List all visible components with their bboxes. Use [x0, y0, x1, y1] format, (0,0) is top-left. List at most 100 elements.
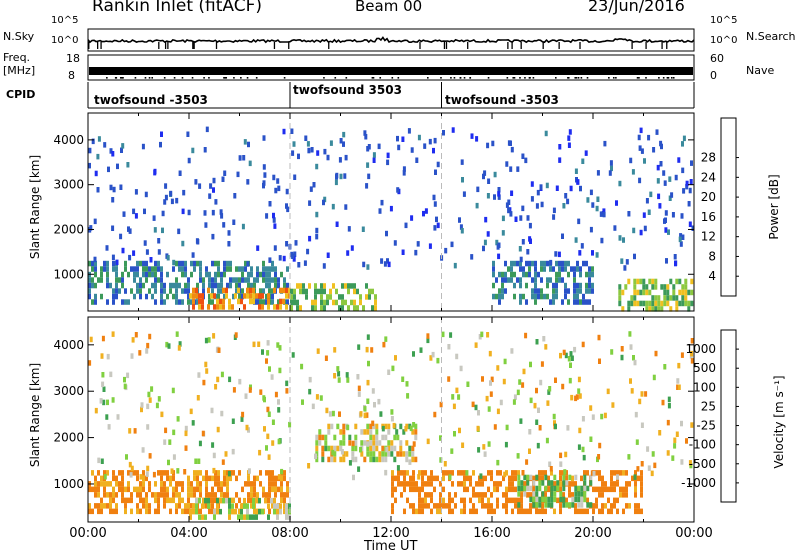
power-cell [213, 293, 216, 299]
power-scatter-cell [211, 209, 215, 216]
velocity-cell [327, 445, 331, 452]
velocity-cell [406, 497, 409, 504]
power-cell [495, 293, 498, 300]
power-scatter-cell [243, 139, 247, 145]
velocity-cell [580, 475, 583, 482]
velocity-scatter-cell [663, 364, 667, 370]
velocity-cell [538, 508, 541, 515]
power-scatter-cell [308, 235, 312, 242]
power-scatter-cell [432, 147, 435, 154]
velocity-cell [354, 423, 358, 430]
velocity-scatter-cell [412, 441, 416, 447]
power-cell [136, 288, 139, 294]
velocity-scatter-cell [503, 471, 507, 478]
nave-point [323, 77, 325, 79]
power-cell [160, 282, 163, 289]
power-cell [543, 293, 546, 300]
velocity-cell [520, 503, 523, 509]
velocity-scatter-cell [482, 444, 486, 450]
power-scatter-cell [631, 169, 635, 175]
velocity-cell [100, 508, 103, 515]
velocity-cell [372, 434, 376, 441]
power-cell [591, 282, 594, 289]
velocity-scatter-cell [371, 388, 375, 394]
velocity-cell [409, 475, 412, 482]
power-scatter-cell [122, 211, 126, 217]
power-cell [139, 277, 142, 283]
power-scatter-cell [595, 252, 599, 258]
velocity-scatter-cell [562, 349, 566, 356]
velocity-cell [160, 470, 163, 476]
power-scatter-cell [274, 187, 278, 194]
power-scatter-cell [673, 254, 677, 260]
velocity-scatter-cell [126, 372, 130, 379]
velocity-scatter-cell [474, 342, 478, 348]
power-cell [522, 271, 525, 278]
power-scatter-cell [618, 180, 622, 187]
power-scatter-cell [96, 187, 100, 193]
power-cell [362, 305, 365, 311]
velocity-cell [523, 508, 526, 515]
velocity-scatter-cell [597, 334, 601, 341]
velocity-cell [378, 440, 382, 446]
power-scatter-cell [680, 213, 684, 219]
power-scatter-cell [386, 258, 389, 264]
velocity-scatter-cell [535, 419, 539, 425]
velocity-cell [372, 445, 376, 452]
frequency-band [89, 67, 693, 75]
radar-title: Rankin Inlet (fitACF) [92, 0, 263, 16]
power-scatter-cell [323, 196, 327, 203]
velocity-cell [637, 475, 640, 482]
velocity-scatter-cell [564, 352, 568, 359]
power-cell [190, 271, 193, 278]
power-scatter-cell [444, 247, 448, 254]
power-scatter-cell [589, 189, 593, 196]
velocity-cell [288, 503, 291, 509]
power-cell [259, 299, 262, 305]
power-scatter-cell [143, 240, 147, 246]
velocity-cell [469, 497, 472, 504]
velocity-cell [318, 429, 322, 435]
velocity-cell [130, 492, 133, 498]
power-cell [540, 277, 543, 283]
velocity-cell [106, 481, 109, 487]
velocity-cell [228, 508, 231, 515]
velocity-scatter-cell [220, 371, 224, 378]
power-cell [528, 260, 531, 267]
velocity-scatter-cell [548, 461, 552, 467]
velocity-cell [595, 470, 598, 476]
velocity-cell [199, 481, 202, 487]
power-scatter-cell [428, 138, 432, 145]
velocity-scatter-cell [569, 351, 573, 357]
velocity-scatter-cell [488, 350, 492, 357]
velocity-scatter-cell [676, 384, 680, 390]
velocity-scatter-cell [589, 405, 593, 411]
velocity-scatter-cell [102, 399, 106, 406]
velocity-scatter-cell [577, 376, 581, 383]
power-scatter-cell [591, 202, 595, 208]
velocity-scatter-cell [134, 332, 138, 338]
velocity-cell [405, 440, 409, 446]
power-scatter-cell [393, 240, 397, 246]
velocity-cell [139, 481, 142, 487]
power-cell [151, 282, 154, 289]
power-cell [552, 293, 555, 300]
power-cell [273, 304, 276, 310]
velocity-cell [408, 451, 412, 457]
power-cell [561, 299, 564, 305]
velocity-scatter-cell [106, 399, 109, 406]
velocity-cell [262, 492, 265, 498]
velocity-cell [91, 470, 94, 476]
power-cell [371, 288, 374, 295]
power-cell [504, 271, 507, 278]
velocity-scatter-cell [212, 333, 216, 339]
velocity-scatter-cell [647, 465, 651, 471]
velocity-cell [412, 503, 415, 509]
power-cell [279, 304, 282, 310]
power-scatter-cell [291, 253, 295, 259]
velocity-cell [487, 508, 490, 515]
power-scatter-cell [656, 164, 660, 171]
velocity-cell [403, 508, 406, 515]
velocity-cell [598, 492, 601, 498]
power-cell [654, 278, 658, 285]
